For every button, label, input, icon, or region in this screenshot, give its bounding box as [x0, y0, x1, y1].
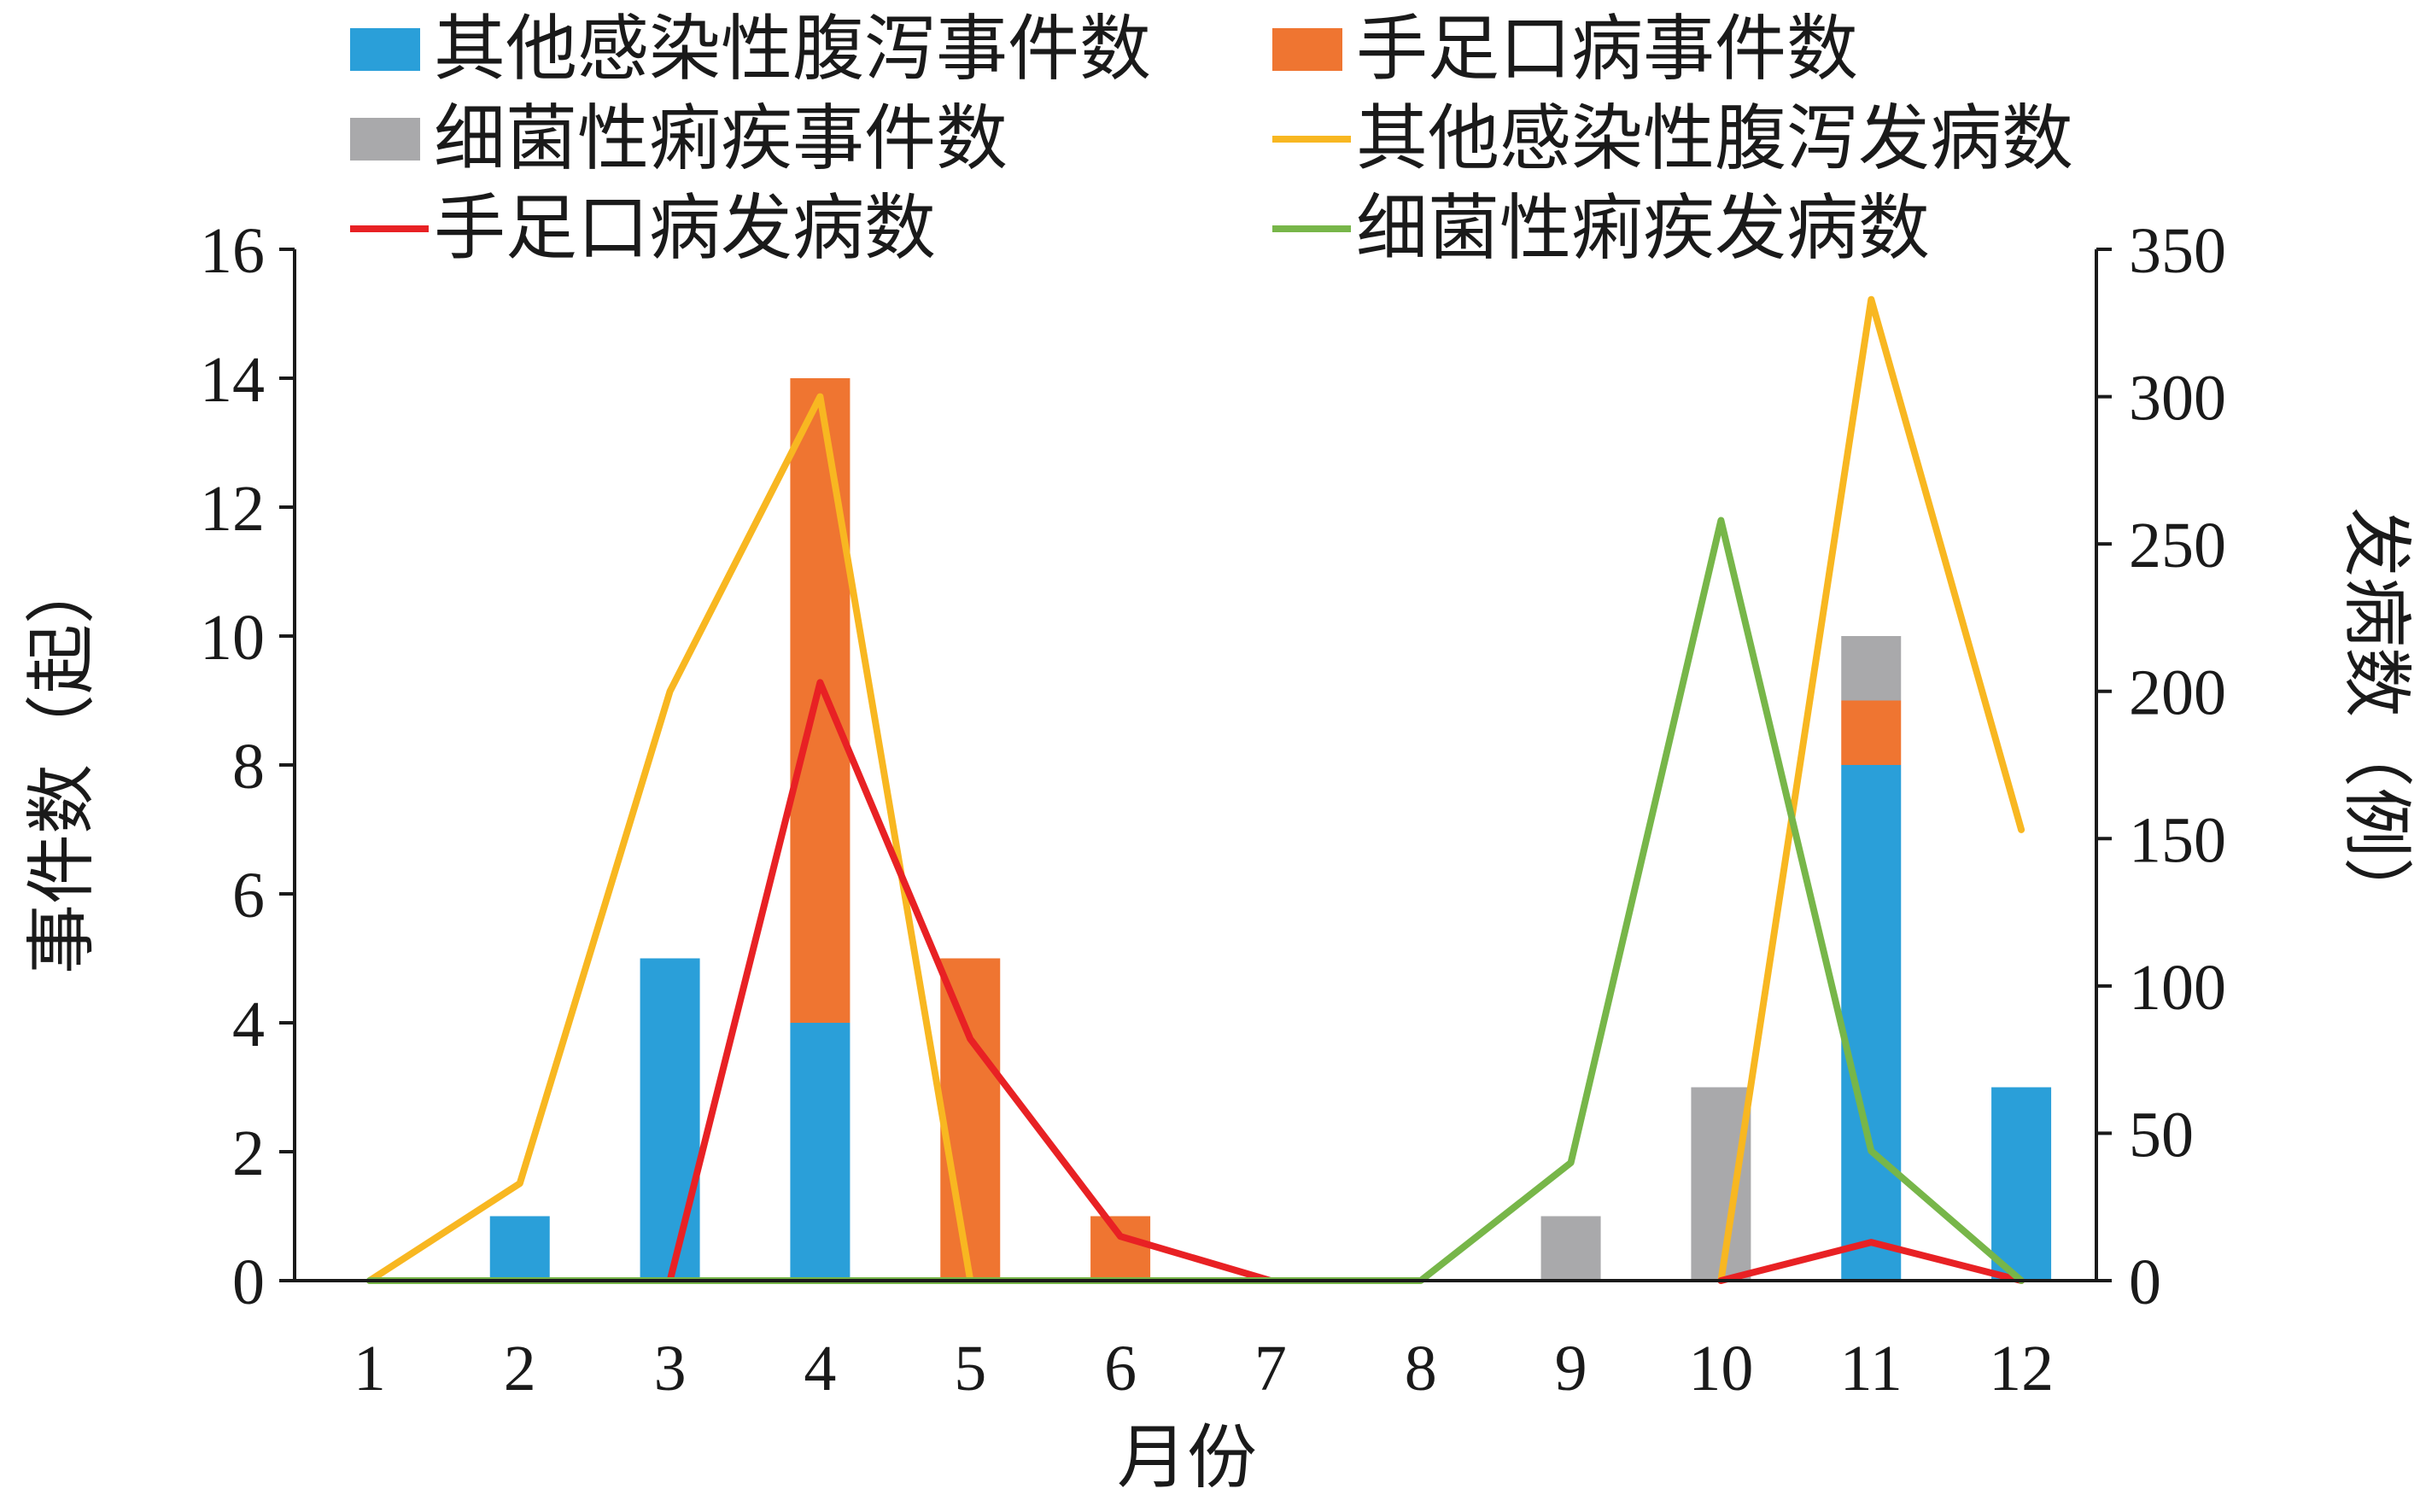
- y-tick-label: 0: [232, 1246, 265, 1318]
- y-tick-label: 16: [200, 215, 265, 287]
- x-tick-label: 2: [504, 1333, 536, 1404]
- y2-axis-title: 发病数（例）: [2335, 507, 2417, 927]
- y2-tick-label: 200: [2129, 657, 2226, 729]
- y2-tick-label: 150: [2129, 804, 2226, 876]
- legend-swatch-1: [350, 28, 420, 71]
- x-tick-label: 10: [1688, 1333, 1753, 1404]
- bar-2-month-5: [940, 958, 1001, 1281]
- y2-tick-label: 250: [2129, 510, 2226, 581]
- legend-label-4: 其他感染性腹泻发病数: [1356, 96, 2073, 180]
- x-tick-label: 11: [1840, 1333, 1903, 1404]
- x-tick-label: 7: [1254, 1333, 1287, 1404]
- bar-2-month-4: [790, 378, 851, 1023]
- x-tick-label: 3: [654, 1333, 687, 1404]
- bar-3-month-9: [1540, 1216, 1601, 1281]
- y-tick-label: 10: [200, 602, 265, 674]
- y-tick-label: 8: [232, 731, 265, 803]
- bar-3-month-11: [1841, 636, 1902, 701]
- y2-tick-label: 50: [2129, 1099, 2194, 1170]
- y-axis-title: 事件数（起）: [21, 554, 102, 974]
- y-tick-label: 4: [232, 989, 265, 1060]
- bar-1-month-4: [790, 1023, 851, 1281]
- bars-layer: [489, 378, 2052, 1281]
- legend-swatch-3: [350, 118, 420, 161]
- legend-label-6: 细菌性痢疾发病数: [1356, 186, 1930, 270]
- y2-tick-label: 350: [2129, 215, 2226, 287]
- x-tick-label: 6: [1104, 1333, 1137, 1404]
- y-tick-label: 12: [200, 473, 265, 545]
- bar-1-month-3: [640, 958, 700, 1281]
- x-tick-label: 8: [1405, 1333, 1437, 1404]
- y2-tick-label: 0: [2129, 1246, 2161, 1318]
- x-tick-label: 12: [1989, 1333, 2054, 1404]
- legend-label-2: 手足口病事件数: [1356, 7, 1858, 90]
- bar-3-month-10: [1691, 1087, 1751, 1281]
- bar-1-month-11: [1841, 765, 1902, 1281]
- line-series-1: [365, 295, 2025, 1284]
- line-series-2: [666, 679, 2025, 1284]
- y2-tick-label: 100: [2129, 952, 2226, 1024]
- y-tick-label: 14: [200, 344, 265, 416]
- line-series-3: [365, 517, 2025, 1284]
- y-tick-label: 2: [232, 1118, 265, 1189]
- y-tick-label: 6: [232, 860, 265, 931]
- lines-layer: [365, 295, 2025, 1284]
- x-tick-label: 1: [354, 1333, 386, 1404]
- y2-tick-label: 300: [2129, 363, 2226, 435]
- x-tick-label: 9: [1555, 1333, 1587, 1404]
- x-axis-title: 月份: [1117, 1417, 1257, 1498]
- x-tick-label: 5: [954, 1333, 986, 1404]
- legend-label-3: 细菌性痢疾事件数: [434, 96, 1008, 180]
- x-tick-label: 4: [804, 1333, 836, 1404]
- bar-1-month-2: [489, 1216, 550, 1281]
- bar-2-month-6: [1090, 1216, 1151, 1281]
- legend-swatch-2: [1272, 28, 1342, 71]
- bar-2-month-11: [1841, 700, 1902, 765]
- bar-1-month-12: [1991, 1087, 2052, 1281]
- legend-label-5: 手足口病发病数: [434, 186, 936, 270]
- legend-label-1: 其他感染性腹泻事件数: [434, 7, 1151, 90]
